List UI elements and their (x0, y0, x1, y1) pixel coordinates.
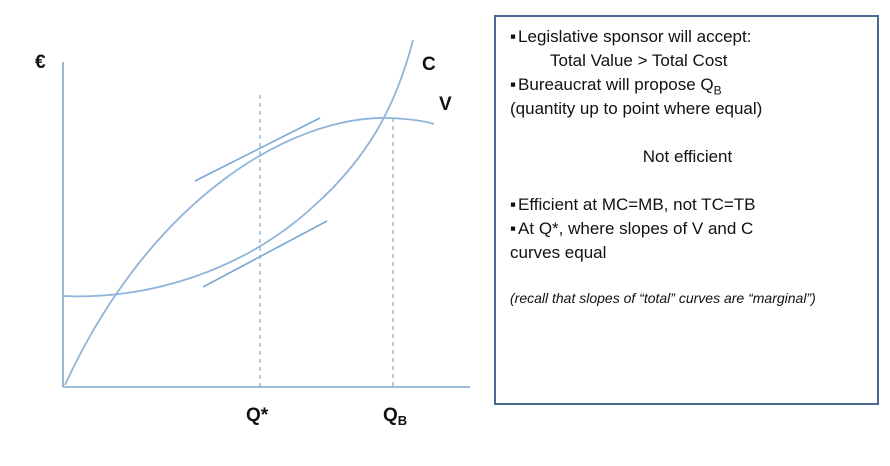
q-star-label: Q* (246, 405, 269, 426)
marginal-note: (recall that slopes of “total” curves ar… (510, 290, 816, 306)
y-axis-label: € (35, 52, 46, 73)
curves-equal-line: curves equal (510, 243, 607, 262)
value-cost-condition: Total Value > Total Cost (550, 51, 728, 70)
bureaucrat-propose-line: Bureaucrat will propose QB (510, 73, 865, 97)
sponsor-accept-line: Legislative sponsor will accept: (510, 25, 865, 49)
efficient-condition-line: Efficient at MC=MB, not TC=TB (510, 193, 865, 217)
q-star-slopes-line: At Q*, where slopes of V and C (510, 217, 865, 241)
value-curve (64, 117, 435, 386)
cost-value-diagram: € C V Q* QB (35, 39, 470, 428)
cost-curve-label: C (422, 54, 436, 75)
qb-label-subscript: B (398, 413, 407, 428)
quantity-note-line: (quantity up to point where equal) (510, 99, 763, 118)
q-star-slopes-text: At Q*, where slopes of V and C (518, 219, 754, 238)
value-curve-label: V (439, 94, 452, 115)
bureaucrat-propose-subscript: B (713, 83, 722, 98)
explanation-panel: Legislative sponsor will accept: Total V… (494, 15, 879, 405)
cost-curve (62, 39, 414, 298)
not-efficient-line: Not efficient (642, 147, 733, 166)
sponsor-accept-text: Legislative sponsor will accept: (518, 27, 752, 46)
qb-label: QB (383, 405, 407, 428)
efficient-condition-text: Efficient at MC=MB, not TC=TB (518, 195, 756, 214)
bureaucrat-propose-text: Bureaucrat will propose Q (518, 75, 714, 94)
cost-tangent-line (202, 220, 328, 288)
value-tangent-line (194, 117, 321, 182)
qb-label-main: Q (383, 405, 398, 426)
